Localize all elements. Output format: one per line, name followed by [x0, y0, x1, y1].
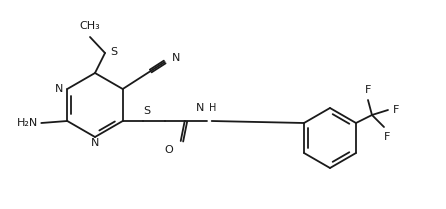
- Text: H₂N: H₂N: [17, 118, 38, 128]
- Text: S: S: [144, 106, 151, 116]
- Text: S: S: [110, 47, 117, 57]
- Text: N: N: [196, 103, 205, 113]
- Text: N: N: [172, 53, 180, 63]
- Text: F: F: [393, 105, 399, 115]
- Text: CH₃: CH₃: [80, 21, 100, 31]
- Text: H: H: [209, 103, 216, 113]
- Text: F: F: [365, 85, 371, 95]
- Text: F: F: [384, 132, 390, 142]
- Text: N: N: [91, 138, 99, 148]
- Text: N: N: [55, 84, 63, 94]
- Text: O: O: [164, 145, 173, 155]
